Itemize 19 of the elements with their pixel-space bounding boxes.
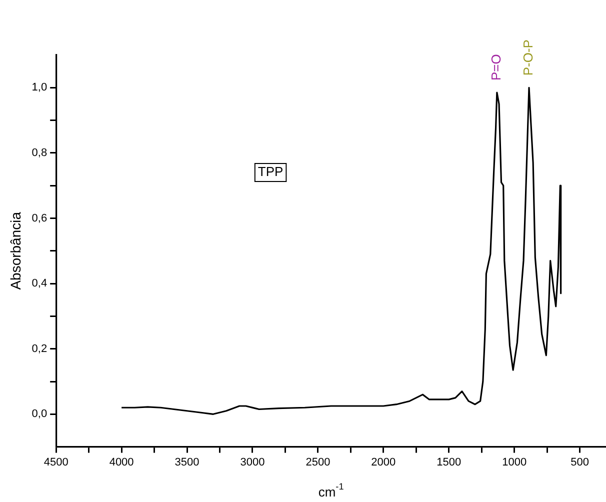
- x-tick-label: 1500: [436, 456, 462, 468]
- y-axis-title: Absorbância: [7, 212, 24, 290]
- y-tick-label: 0,4: [32, 278, 48, 290]
- y-tick-label: 0,6: [32, 212, 48, 224]
- x-tick-label: 1000: [502, 456, 527, 468]
- x-tick-label: 3000: [240, 456, 265, 468]
- x-tick-label: 3500: [174, 456, 200, 468]
- y-tick-label: 0,2: [32, 342, 48, 355]
- x-tick-label: 2000: [371, 456, 396, 468]
- x-tick-label: 4500: [44, 456, 68, 468]
- x-tick-label: 2500: [306, 456, 330, 468]
- annotation: TPP: [258, 164, 284, 180]
- y-tick-label: 1,0: [32, 82, 48, 94]
- y-tick-label: 0,0: [32, 408, 48, 420]
- annotation: P=O: [488, 54, 504, 81]
- x-tick-label: 500: [570, 456, 589, 468]
- annotation: P-O-P: [520, 40, 536, 76]
- y-tick-label: 0,8: [32, 146, 48, 159]
- x-tick-label: 4000: [109, 456, 134, 468]
